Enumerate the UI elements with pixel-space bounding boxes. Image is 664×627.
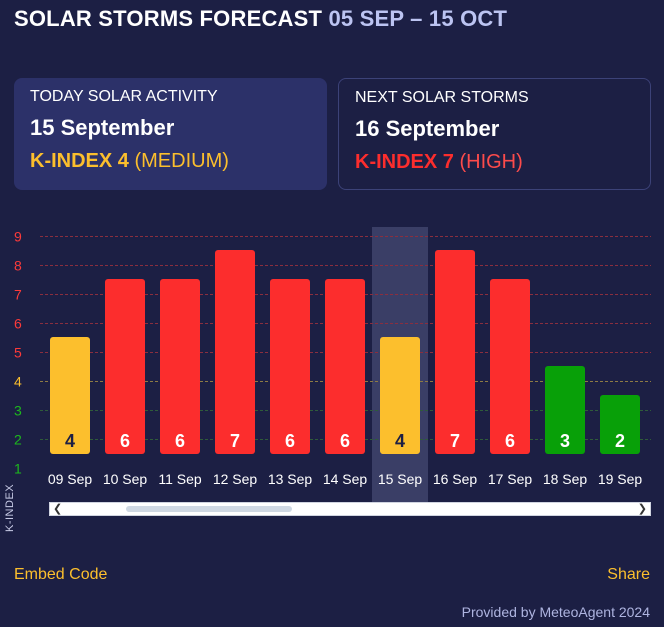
x-tick-label: 10 Sep — [103, 471, 148, 487]
bar-09-sep[interactable] — [50, 337, 90, 454]
today-level: (MEDIUM) — [134, 150, 229, 172]
y-tick-label: 1 — [14, 461, 22, 477]
today-kindex-line: K-INDEX 4 (MEDIUM) — [30, 150, 311, 173]
bar-value-label: 6 — [285, 431, 295, 451]
chart-scrollbar[interactable]: ❮ ❯ — [49, 502, 651, 516]
y-tick-label: 4 — [14, 374, 22, 390]
bar-value-label: 4 — [65, 431, 75, 451]
provider-credit: Provided by MeteoAgent 2024 — [461, 604, 650, 620]
today-activity-card: TODAY SOLAR ACTIVITY 15 September K-INDE… — [14, 78, 327, 190]
x-tick-label: 13 Sep — [268, 471, 313, 487]
next-date: 16 September — [355, 116, 500, 141]
embed-code-link[interactable]: Embed Code — [14, 566, 108, 583]
bar-value-label: 2 — [615, 431, 625, 451]
date-range: 05 SEP – 15 OCT — [328, 6, 508, 31]
today-card-label: TODAY SOLAR ACTIVITY — [30, 88, 218, 105]
bar-value-label: 4 — [395, 431, 405, 451]
bar-value-label: 7 — [230, 431, 240, 451]
bar-15-sep[interactable] — [380, 337, 420, 454]
bar-value-label: 6 — [175, 431, 185, 451]
x-tick-label: 12 Sep — [213, 471, 258, 487]
y-tick-label: 8 — [14, 258, 22, 274]
scrollbar-thumb[interactable] — [126, 506, 292, 512]
bar-value-label: 3 — [560, 431, 570, 451]
bar-16-sep[interactable] — [435, 250, 475, 454]
x-tick-label: 17 Sep — [488, 471, 533, 487]
today-date: 15 September — [30, 115, 175, 140]
bar-13-sep[interactable] — [270, 279, 310, 454]
bar-18-sep[interactable] — [545, 366, 585, 454]
next-kindex: K-INDEX 7 — [355, 151, 454, 173]
bar-14-sep[interactable] — [325, 279, 365, 454]
x-tick-label: 16 Sep — [433, 471, 478, 487]
bar-value-label: 6 — [505, 431, 515, 451]
y-tick-label: 2 — [14, 432, 22, 448]
x-tick-label: 19 Sep — [598, 471, 643, 487]
bar-10-sep[interactable] — [105, 279, 145, 454]
next-level: (HIGH) — [459, 151, 523, 173]
today-kindex: K-INDEX 4 — [30, 150, 129, 172]
bar-12-sep[interactable] — [215, 250, 255, 454]
share-link[interactable]: Share — [607, 566, 650, 583]
x-tick-label: 09 Sep — [48, 471, 93, 487]
next-storms-card: NEXT SOLAR STORMS 16 September K-INDEX 7… — [338, 78, 651, 190]
y-tick-label: 7 — [14, 287, 22, 303]
y-tick-label: 9 — [14, 229, 22, 245]
y-tick-label: 6 — [14, 316, 22, 332]
y-tick-label: 3 — [14, 403, 22, 419]
scroll-left-icon[interactable]: ❮ — [53, 503, 63, 515]
next-kindex-line: K-INDEX 7 (HIGH) — [355, 151, 634, 174]
x-tick-label: 15 Sep — [378, 471, 423, 487]
bar-value-label: 6 — [120, 431, 130, 451]
bar-17-sep[interactable] — [490, 279, 530, 454]
bar-11-sep[interactable] — [160, 279, 200, 454]
x-tick-label: 14 Sep — [323, 471, 368, 487]
title-text: SOLAR STORMS FORECAST — [14, 6, 323, 31]
bar-value-label: 6 — [340, 431, 350, 451]
x-tick-label: 18 Sep — [543, 471, 588, 487]
y-axis-label: K-INDEX — [4, 483, 16, 532]
next-card-label: NEXT SOLAR STORMS — [355, 89, 529, 106]
scroll-right-icon[interactable]: ❯ — [637, 503, 647, 515]
bar-value-label: 7 — [450, 431, 460, 451]
y-tick-label: 5 — [14, 345, 22, 361]
kindex-chart: 1 2 3 4 5 6 7 8 9 4 09 Sep 6 10 Sep 6 11 Sep 7 12 Sep 6 13… — [0, 222, 664, 522]
bar-19-sep[interactable] — [600, 395, 640, 454]
x-tick-label: 11 Sep — [158, 471, 202, 487]
kindex-bar-chart: 1 2 3 4 5 6 7 8 9 4 09 Sep 6 10 Sep 6 11 Sep 7 12 Sep 6 13… — [14, 227, 651, 503]
page-title: SOLAR STORMS FORECAST 05 SEP – 15 OCT — [14, 6, 507, 32]
